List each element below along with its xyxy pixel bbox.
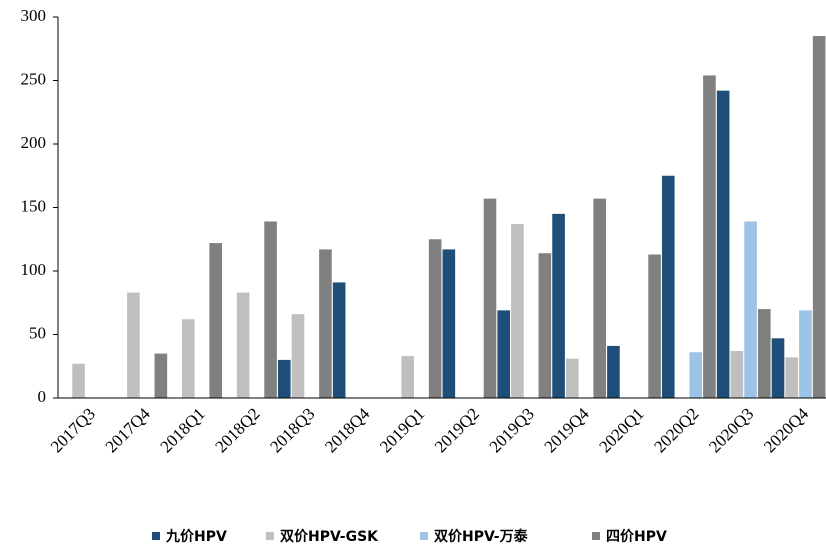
bar [730, 351, 744, 398]
y-tick-label: 300 [21, 6, 47, 25]
y-tick-label: 100 [21, 260, 47, 279]
x-tick-label: 2018Q2 [211, 404, 263, 456]
legend-label: 双价HPV-GSK [280, 529, 379, 545]
bar [785, 357, 799, 398]
x-tick-label: 2018Q3 [266, 404, 318, 456]
x-tick-label: 2020Q2 [650, 404, 702, 456]
bar [771, 338, 785, 398]
bar [442, 249, 456, 398]
legend-swatch [420, 532, 428, 540]
x-tick-label: 2020Q3 [705, 404, 757, 456]
x-tick-label: 2017Q3 [47, 404, 99, 456]
legend-label: 双价HPV-万泰 [434, 528, 529, 545]
bar [648, 254, 661, 398]
bar [565, 358, 579, 398]
bar [264, 221, 277, 398]
bar [72, 363, 85, 398]
bar [689, 352, 703, 398]
x-tick-label: 2019Q4 [541, 404, 594, 457]
bar [799, 310, 812, 398]
bar [209, 243, 223, 398]
y-tick-label: 250 [21, 69, 47, 88]
x-tick-label: 2018Q4 [321, 404, 374, 457]
bar [428, 239, 442, 398]
bar [181, 319, 195, 398]
bar [332, 282, 346, 398]
legend-label: 九价HPV [165, 529, 227, 545]
bar [593, 198, 607, 398]
y-tick-label: 150 [21, 196, 47, 215]
x-tick-label: 2020Q4 [760, 404, 813, 457]
x-tick-label: 2019Q1 [376, 404, 428, 456]
legend-swatch [152, 532, 160, 540]
x-tick-label: 2020Q1 [595, 404, 647, 456]
bar [277, 359, 291, 398]
bar [757, 309, 771, 398]
bar [319, 249, 332, 398]
y-tick-label: 50 [29, 323, 46, 342]
bar [661, 175, 675, 398]
x-tick-label: 2018Q1 [157, 404, 209, 456]
bar [716, 90, 730, 398]
bar [744, 221, 757, 398]
bar [401, 356, 415, 398]
x-tick-label: 2019Q2 [431, 404, 483, 456]
legend: 九价HPV 双价HPV-GSK 双价HPV-万泰 四价HPV [152, 528, 667, 545]
bar [497, 310, 511, 398]
bar [236, 292, 250, 398]
bar [127, 292, 140, 398]
x-tick-label: 2017Q4 [102, 404, 155, 457]
legend-swatch [592, 532, 600, 540]
bar [552, 213, 565, 398]
bar [154, 353, 168, 398]
y-tick-label: 200 [21, 133, 47, 152]
bar [703, 75, 716, 399]
bar [812, 36, 826, 399]
x-tick-label: 2019Q3 [486, 404, 538, 456]
bar [483, 198, 497, 398]
bar [291, 314, 305, 398]
y-tick-label: 0 [38, 387, 47, 406]
bar [538, 253, 552, 398]
bar [511, 224, 524, 398]
legend-label: 四价HPV [606, 529, 667, 545]
bar [607, 345, 620, 398]
legend-swatch [266, 532, 274, 540]
